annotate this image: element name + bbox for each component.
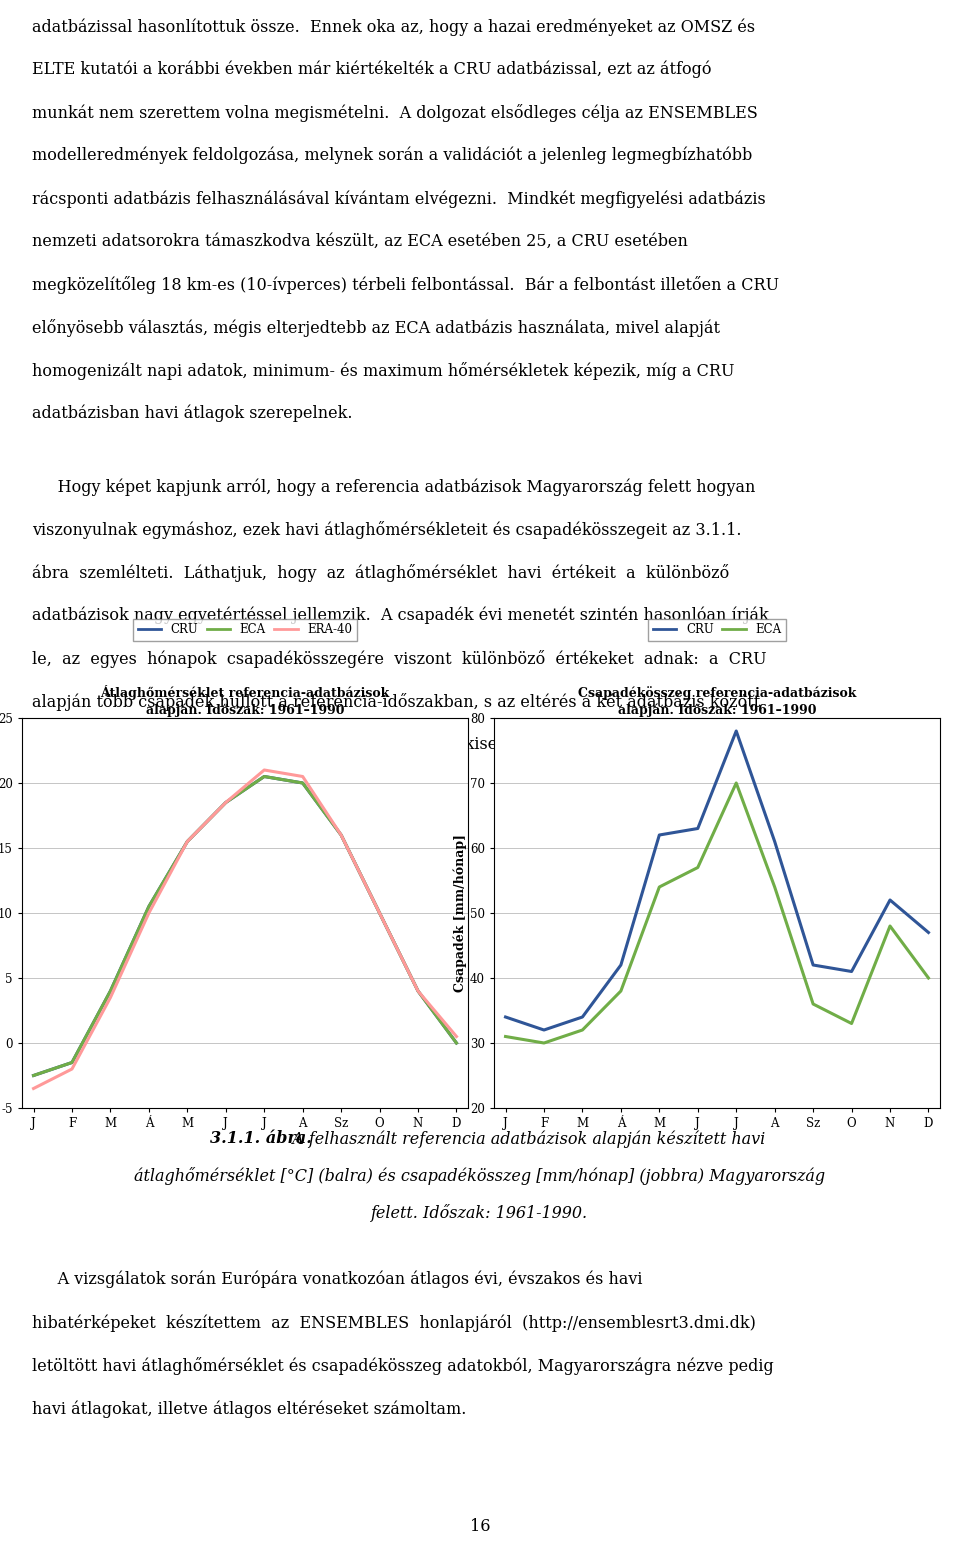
Text: hibatérképeket  készítettem  az  ENSEMBLES  honlapjáról  (http://ensemblesrt3.dm: hibatérképeket készítettem az ENSEMBLES … [32,1315,756,1332]
Text: 16: 16 [469,1518,491,1535]
Y-axis label: Csapadék [mm/hónap]: Csapadék [mm/hónap] [454,834,468,992]
Text: előnyösebb választás, mégis elterjedtebb az ECA adatbázis használata, mivel alap: előnyösebb választás, mégis elterjedtebb… [32,319,720,336]
Text: nemzeti adatsorokra támaszkodva készült, az ECA esetében 25, a CRU esetében: nemzeti adatsorokra támaszkodva készült,… [32,233,688,250]
Text: adatbázisok nagy egyetértéssel jellemzik.  A csapadék évi menetét szintén hasonl: adatbázisok nagy egyetértéssel jellemzik… [32,607,769,624]
Text: nyáron a legnagyobb (júliusban 20%), tavasszal a legkisebb (márciusban 5%).: nyáron a legnagyobb (júliusban 20%), tav… [32,736,666,753]
Text: havi átlagokat, illetve átlagos eltéréseket számoltam.: havi átlagokat, illetve átlagos eltérése… [32,1401,467,1418]
Text: homogenizált napi adatok, minimum- és maximum hőmérsékletek képezik, míg a CRU: homogenizált napi adatok, minimum- és ma… [32,362,734,380]
Text: modelleredmények feldolgozása, melynek során a validációt a jelenleg legmegbízha: modelleredmények feldolgozása, melynek s… [32,147,753,164]
Text: ábra  szemlélteti.  Láthatjuk,  hogy  az  átlaghőmérséklet  havi  értékeit  a  k: ábra szemlélteti. Láthatjuk, hogy az átl… [32,563,730,582]
Text: Hogy képet kapjunk arról, hogy a referencia adatbázisok Magyarország felett hogy: Hogy képet kapjunk arról, hogy a referen… [32,477,756,496]
Title: Átlaghőmérséklet referencia-adatbázisok
alapján. Időszak: 1961–1990: Átlaghőmérséklet referencia-adatbázisok … [101,685,390,717]
Text: felett. Időszak: 1961-1990.: felett. Időszak: 1961-1990. [372,1203,588,1222]
Text: megközelítőleg 18 km-es (10-ívperces) térbeli felbontással.  Bár a felbontást il: megközelítőleg 18 km-es (10-ívperces) té… [32,275,780,294]
Text: adatbázissal hasonlítottuk össze.  Ennek oka az, hogy a hazai eredményeket az OM: adatbázissal hasonlítottuk össze. Ennek … [32,19,756,36]
Text: ELTE kutatói a korábbi években már kiértékelték a CRU adatbázissal, ezt az átfog: ELTE kutatói a korábbi években már kiért… [32,61,711,78]
Text: viszonyulnak egymáshoz, ezek havi átlaghőmérsékleteit és csapadékösszegeit az 3.: viszonyulnak egymáshoz, ezek havi átlagh… [32,521,741,538]
Text: A vizsgálatok során Európára vonatkozóan átlagos évi, évszakos és havi: A vizsgálatok során Európára vonatkozóan… [32,1271,642,1288]
Text: le,  az  egyes  hónapok  csapadékösszegére  viszont  különböző  értékeket  adnak: le, az egyes hónapok csapadékösszegére v… [32,649,767,668]
Legend: CRU, ECA: CRU, ECA [648,618,786,642]
Text: adatbázisban havi átlagok szerepelnek.: adatbázisban havi átlagok szerepelnek. [32,405,352,423]
Text: alapján több csapadék hullott a referencia-időszakban, s az eltérés a két adatbá: alapján több csapadék hullott a referenc… [32,693,760,711]
Text: munkát nem szerettem volna megismételni.  A dolgozat elsődleges célja az ENSEMBL: munkát nem szerettem volna megismételni.… [32,103,757,122]
Text: letöltött havi átlaghőmérséklet és csapadékösszeg adatokból, Magyarországra nézv: letöltött havi átlaghőmérséklet és csapa… [32,1357,774,1376]
Text: A felhasznált referencia adatbázisok alapján készített havi: A felhasznált referencia adatbázisok ala… [282,1130,765,1147]
Text: átlaghőmérséklet [°C] (balra) és csapadékösszeg [mm/hónap] (jobbra) Magyarország: átlaghőmérséklet [°C] (balra) és csapadé… [134,1167,826,1185]
Title: Csapadékösszeg referencia-adatbázisok
alapján. Időszak: 1961–1990: Csapadékösszeg referencia-adatbázisok al… [578,687,856,717]
Text: rácsponti adatbázis felhasználásával kívántam elvégezni.  Mindkét megfigyelési a: rácsponti adatbázis felhasználásával kív… [32,189,766,208]
Text: 3.1.1. ábra.: 3.1.1. ábra. [210,1130,312,1147]
Legend: CRU, ECA, ERA-40: CRU, ECA, ERA-40 [133,618,357,642]
